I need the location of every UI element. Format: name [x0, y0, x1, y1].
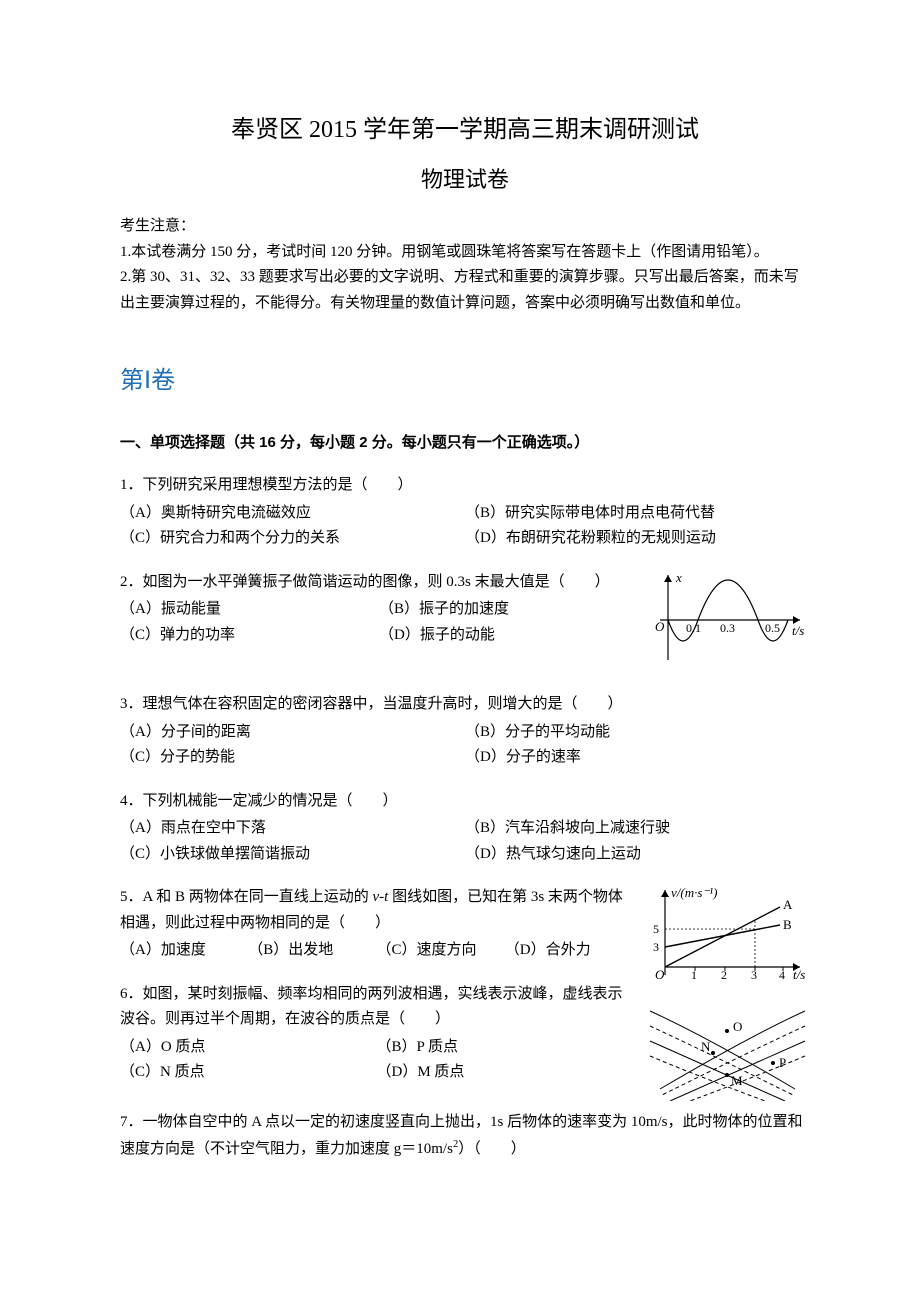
q2-option-a: （A）振动能量 — [120, 597, 379, 623]
q1-option-a: （A）奥斯特研究电流磁效应 — [120, 501, 465, 527]
svg-text:x: x — [675, 570, 682, 585]
q6-option-d: （D）M 质点 — [377, 1060, 634, 1086]
notes-line1: 1.本试卷满分 150 分，考试时间 120 分钟。用钢笔或圆珠笔将答案写在答题… — [120, 240, 810, 266]
svg-text:0.1: 0.1 — [686, 621, 701, 635]
q5-vt: v-t — [373, 889, 389, 905]
q3-option-d: （D）分子的速率 — [465, 745, 810, 771]
question-3: 3．理想气体在容积固定的密闭容器中，当温度升高时，则增大的是（ ） （A）分子间… — [120, 692, 810, 771]
q3-option-c: （C）分子的势能 — [120, 745, 465, 771]
q4-stem: 4．下列机械能一定减少的情况是（ ） — [120, 789, 810, 815]
q5-option-a: （A）加速度 — [120, 938, 248, 964]
q5-option-c: （C）速度方向 — [377, 938, 505, 964]
question-6: 6．如图，某时刻振幅、频率均相同的两列波相遇，实线表示波峰，虚线表示波谷。则再过… — [120, 982, 633, 1086]
question-5: 5．A 和 B 两物体在同一直线上运动的 v-t 图线如图，已知在第 3s 末两… — [120, 885, 633, 964]
svg-text:P: P — [779, 1055, 786, 1070]
svg-text:1: 1 — [691, 968, 697, 982]
q2-option-c: （C）弹力的功率 — [120, 623, 379, 649]
svg-text:0.3: 0.3 — [720, 621, 735, 635]
exam-notes: 考生注意： 1.本试卷满分 150 分，考试时间 120 分钟。用钢笔或圆珠笔将… — [120, 214, 810, 316]
q3-option-b: （B）分子的平均动能 — [465, 720, 810, 746]
svg-text:N: N — [701, 1039, 711, 1054]
section-1-header: 第Ⅰ卷 — [120, 361, 810, 402]
q2-stem: 2．如图为一水平弹簧振子做简谐运动的图像，则 0.3s 末最大值是（ ） — [120, 570, 638, 596]
q3-option-a: （A）分子间的距离 — [120, 720, 465, 746]
svg-text:t/s: t/s — [792, 623, 804, 638]
q2-figure: O 0.1 0.3 0.5 t/s x — [650, 570, 810, 675]
question-1: 1．下列研究采用理想模型方法的是（ ） （A）奥斯特研究电流磁效应 （B）研究实… — [120, 473, 810, 552]
svg-text:O: O — [655, 619, 665, 634]
notes-label: 考生注意： — [120, 214, 810, 240]
q3-stem: 3．理想气体在容积固定的密闭容器中，当温度升高时，则增大的是（ ） — [120, 692, 810, 718]
q1-option-d: （D）布朗研究花粉颗粒的无规则运动 — [465, 526, 810, 552]
svg-text:B: B — [783, 917, 792, 932]
q2-option-d: （D）振子的动能 — [379, 623, 638, 649]
svg-text:A: A — [783, 897, 793, 912]
q4-option-a: （A）雨点在空中下落 — [120, 816, 465, 842]
svg-text:O: O — [733, 1019, 742, 1034]
notes-line2: 2.第 30、31、32、33 题要求写出必要的文字说明、方程式和重要的演算步骤… — [120, 265, 810, 316]
svg-text:3: 3 — [653, 940, 659, 954]
svg-text:4: 4 — [779, 968, 785, 982]
svg-text:5: 5 — [653, 922, 659, 936]
q6-option-c: （C）N 质点 — [120, 1060, 377, 1086]
q1-stem: 1．下列研究采用理想模型方法的是（ ） — [120, 473, 810, 499]
svg-text:3: 3 — [751, 968, 757, 982]
q4-option-d: （D）热气球匀速向上运动 — [465, 842, 810, 868]
question-4: 4．下列机械能一定减少的情况是（ ） （A）雨点在空中下落 （B）汽车沿斜坡向上… — [120, 789, 810, 868]
svg-text:v/(m·s⁻¹): v/(m·s⁻¹) — [671, 885, 718, 900]
question-7: 7．一物体自空中的 A 点以一定的初速度竖直向上抛出，1s 后物体的速率变为 1… — [120, 1110, 810, 1162]
q6-option-b: （B）P 质点 — [377, 1035, 634, 1061]
exam-title-line1: 奉贤区 2015 学年第一学期高三期末调研测试 — [120, 110, 810, 151]
questions-5-6: 5．A 和 B 两物体在同一直线上运动的 v-t 图线如图，已知在第 3s 末两… — [120, 885, 810, 1110]
q4-option-b: （B）汽车沿斜坡向上减速行驶 — [465, 816, 810, 842]
q5-stem: 5．A 和 B 两物体在同一直线上运动的 v-t 图线如图，已知在第 3s 末两… — [120, 885, 633, 936]
q5-option-b: （B）出发地 — [248, 938, 376, 964]
q4-option-c: （C）小铁球做单摆简谐振动 — [120, 842, 465, 868]
q7-stem-part2: ）（ ） — [458, 1141, 526, 1157]
svg-text:2: 2 — [721, 968, 727, 982]
q6-option-a: （A）O 质点 — [120, 1035, 377, 1061]
q1-option-b: （B）研究实际带电体时用点电荷代替 — [465, 501, 810, 527]
q1-option-c: （C）研究合力和两个分力的关系 — [120, 526, 465, 552]
q5-figure: 5 3 O 1 2 3 4 t/s v/(m·s⁻¹) A B — [645, 885, 810, 995]
q2-option-b: （B）振子的加速度 — [379, 597, 638, 623]
q6-stem: 6．如图，某时刻振幅、频率均相同的两列波相遇，实线表示波峰，虚线表示波谷。则再过… — [120, 982, 633, 1033]
svg-text:0.5: 0.5 — [765, 621, 780, 635]
svg-text:M: M — [731, 1073, 743, 1088]
svg-text:O: O — [655, 967, 665, 982]
exam-title-line2: 物理试卷 — [120, 161, 810, 198]
q6-figure: O N M P — [645, 1001, 810, 1111]
subsection-header: 一、单项选择题（共 16 分，每小题 2 分。每小题只有一个正确选项。） — [120, 430, 810, 456]
question-2: 2．如图为一水平弹簧振子做简谐运动的图像，则 0.3s 末最大值是（ ） （A）… — [120, 570, 810, 675]
q5-option-d: （D）合外力 — [505, 938, 633, 964]
q7-stem: 7．一物体自空中的 A 点以一定的初速度竖直向上抛出，1s 后物体的速率变为 1… — [120, 1110, 810, 1162]
svg-text:t/s: t/s — [793, 967, 805, 982]
q5-stem-part1: 5．A 和 B 两物体在同一直线上运动的 — [120, 889, 373, 905]
